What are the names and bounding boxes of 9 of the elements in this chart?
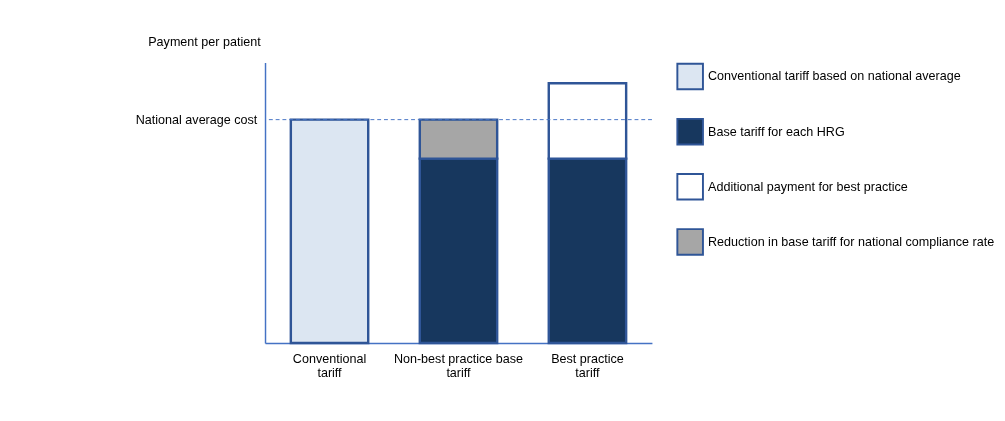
legend-label: Conventional tariff based on national average	[708, 69, 961, 84]
x-tick-label: Non-best practice base tariff	[393, 351, 524, 381]
x-tick-label: Best practice tariff	[551, 351, 624, 381]
ref-line-label: National average cost	[135, 112, 258, 127]
x-tick-label: Conventional tariff	[292, 351, 367, 381]
legend-label: Additional payment for best practice	[708, 179, 908, 194]
legend-label: Reduction in base tariff for national compliance rate	[708, 234, 995, 249]
y-axis-title: Payment per patient	[148, 34, 262, 49]
legend-label: Base tariff for each HRG	[708, 124, 845, 139]
